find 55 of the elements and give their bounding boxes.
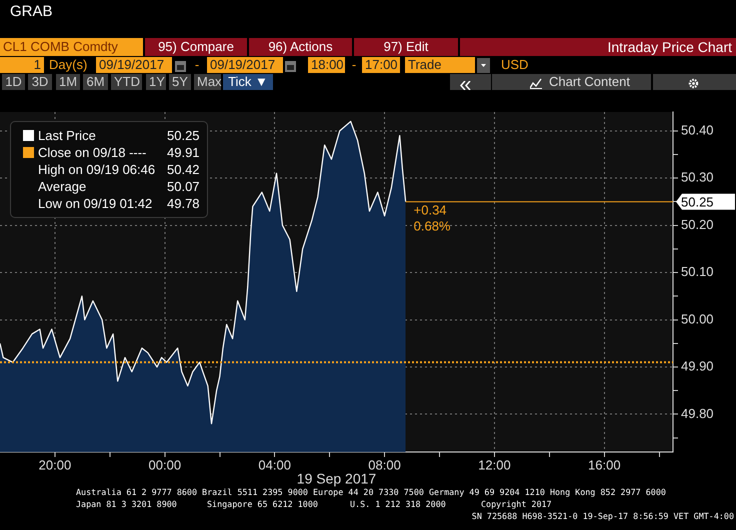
text: 1D (2, 74, 25, 90)
annotation: 0.68% (414, 218, 451, 234)
text: YTD (111, 74, 142, 90)
legend-label: Last Price (38, 127, 96, 145)
text: 96) Actions (249, 38, 352, 56)
chart-title: Intraday Price Chart (606, 38, 732, 56)
x-tick-label: 08:00 (368, 457, 401, 472)
text: - (350, 57, 358, 73)
text: 09/19/2017 (207, 57, 283, 73)
text: SN 725688 H698-3521-0 19-Sep-17 8:56:59 VET GMT-4:00 (470, 511, 734, 522)
text: 5Y (169, 74, 191, 90)
y-tick-label: 50.10 (681, 264, 714, 280)
text: Japan 81 3 3201 8900 (76, 499, 178, 510)
text: 1Y (146, 74, 166, 90)
x-tick-label: 16:00 (588, 457, 621, 472)
text: Copyright 2017 (481, 499, 553, 510)
text: 09/19/2017 (96, 57, 172, 73)
text: Trade (405, 57, 475, 73)
text: 1M (56, 74, 80, 90)
text: Australia 61 2 9777 8600 Brazil 5511 2395 9000 Europe 44 20 7330 7500 Germany 49 69 9204 1210 Hong Kong 852 2977 6000 (76, 487, 667, 498)
text: 50.25 (167, 128, 200, 143)
annotation: High on 09/19 06:46 50.42 (38, 161, 200, 179)
text: USD (500, 57, 530, 73)
y-tick-label: 50.40 (681, 122, 714, 138)
text: 17:00 (362, 57, 400, 73)
x-tick-label: 12:00 (478, 457, 511, 472)
text: Singapore 65 6212 1000 (207, 499, 319, 510)
annotation: Low on 09/19 01:42 49.78 (38, 195, 200, 213)
text: Chart Content (548, 74, 631, 90)
ref-line-label: 50.25 (681, 194, 714, 210)
annotation: +0.34 (414, 202, 447, 218)
text: 6M (83, 74, 108, 90)
text: 97) Edit (354, 38, 458, 56)
text: GRAB (9, 3, 54, 21)
y-tick-label: 50.00 (681, 311, 714, 326)
text: Day(s) (48, 57, 88, 73)
text: Tick ▼ (223, 74, 273, 90)
x-tick-label: 20:00 (38, 457, 72, 472)
y-tick-label: 49.80 (681, 406, 714, 421)
x-tick-label: 04:00 (258, 457, 291, 472)
x-tick-label: 00:00 (148, 457, 182, 472)
text: Max (194, 74, 222, 90)
y-tick-label: 49.90 (681, 358, 714, 374)
text: - (194, 57, 200, 73)
text: U.S. 1 212 318 2000 (350, 499, 447, 510)
text: Average 50.07 (38, 179, 200, 194)
text: Close on 09/18 ---- 49.91 (38, 145, 200, 160)
text: 18:00 (308, 57, 345, 73)
text: 1 (0, 57, 44, 73)
text: 95) Compare (145, 38, 247, 56)
x-axis-title: 19 Sep 2017 (296, 470, 376, 486)
text: 3D (28, 74, 52, 90)
y-tick-label: 50.30 (681, 170, 714, 185)
y-tick-label: 50.20 (681, 216, 714, 232)
text: CL1 COMB Comdty (0, 38, 143, 56)
